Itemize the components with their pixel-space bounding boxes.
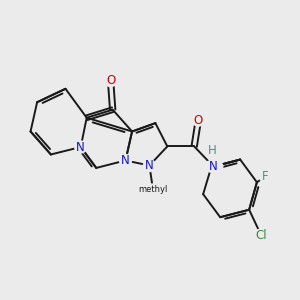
Ellipse shape	[75, 141, 87, 153]
Ellipse shape	[253, 229, 269, 241]
Text: Cl: Cl	[255, 229, 267, 242]
Text: F: F	[262, 170, 268, 183]
Ellipse shape	[204, 160, 223, 172]
Text: O: O	[106, 74, 115, 87]
Text: N: N	[121, 154, 130, 167]
Text: N: N	[76, 140, 85, 154]
Text: N: N	[209, 160, 218, 173]
Ellipse shape	[260, 172, 270, 182]
Text: N: N	[145, 159, 154, 172]
Text: O: O	[194, 114, 203, 127]
Text: H: H	[208, 144, 217, 158]
Ellipse shape	[143, 160, 155, 172]
Ellipse shape	[145, 184, 161, 195]
Ellipse shape	[119, 154, 131, 166]
Ellipse shape	[105, 75, 117, 87]
Text: methyl: methyl	[138, 185, 168, 194]
Ellipse shape	[192, 114, 204, 126]
